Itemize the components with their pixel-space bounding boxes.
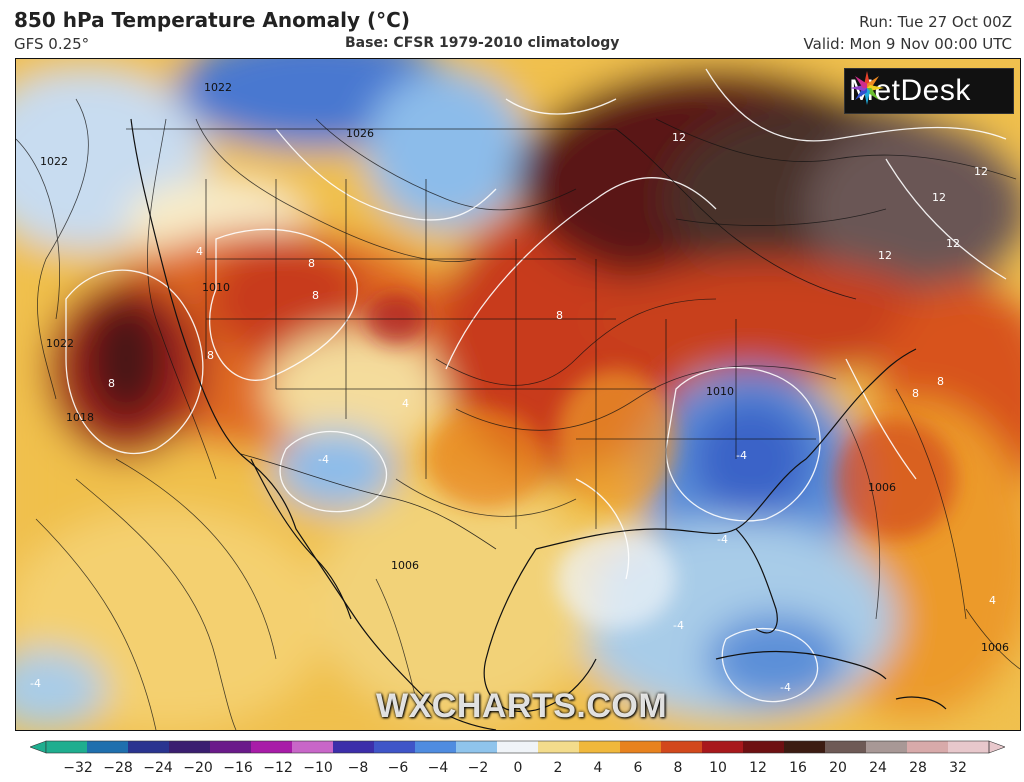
colorbar-tick-label: −2 (467, 760, 489, 776)
anomaly-labels: 12 12 12 12 12 8 8 8 8 8 8 8 -4 -4 -4 -4… (30, 131, 996, 694)
anomaly-label: 4 (989, 594, 996, 607)
colorbar-tick-label: 4 (593, 760, 603, 776)
colorbar-cell (374, 741, 416, 753)
coastlines (130, 118, 947, 730)
colorbar-arrow-left (30, 740, 47, 754)
isobar-label: 1018 (66, 411, 94, 424)
anomaly-label: 12 (878, 249, 892, 262)
colorbar-cell (87, 741, 129, 753)
colorbar-tick-label: −20 (183, 760, 213, 776)
anomaly-label: 8 (108, 377, 115, 390)
colorbar-tick-label: −28 (103, 760, 133, 776)
colorbar-cell (743, 741, 785, 753)
wxcharts-watermark: WXCHARTS.COM (376, 687, 668, 725)
colorbar-cell (292, 741, 334, 753)
colorbar-tick-label: 8 (673, 760, 683, 776)
anomaly-label: -4 (780, 681, 791, 694)
colorbar (30, 740, 1005, 754)
anomaly-map: 1022 1022 1026 1010 1022 1018 1006 1006 … (15, 58, 1021, 731)
colorbar-tick-label: −16 (223, 760, 253, 776)
isobar-label: 1010 (202, 281, 230, 294)
anomaly-label: 8 (937, 375, 944, 388)
colorbar-cell (210, 741, 252, 753)
colorbar-cell (333, 741, 375, 753)
colorbar-cell (169, 741, 211, 753)
metdesk-logo: MetDesk (844, 68, 1014, 114)
anomaly-label: -4 (717, 533, 728, 546)
colorbar-tick-label: 32 (949, 760, 967, 776)
colorbar-cell (538, 741, 580, 753)
colorbar-tick-label: −32 (63, 760, 93, 776)
colorbar-tick-label: 20 (829, 760, 847, 776)
anomaly-contours (65, 68, 1007, 703)
anomaly-label: 8 (308, 257, 315, 270)
isobar-lines (16, 98, 1020, 730)
colorbar-cell (497, 741, 539, 753)
anomaly-label: 4 (402, 397, 409, 410)
isobar-labels: 1022 1022 1026 1010 1022 1018 1006 1006 … (40, 81, 1009, 654)
colorbar-tick-label: −24 (143, 760, 173, 776)
isobar-label: 1006 (868, 481, 896, 494)
colorbar-tick-label: −12 (263, 760, 293, 776)
colorbar-cell (251, 741, 293, 753)
colorbar-cell (456, 741, 498, 753)
run-time-label: Run: Tue 27 Oct 00Z (859, 13, 1012, 31)
isobar-label: 1022 (204, 81, 232, 94)
colorbar-cell (825, 741, 867, 753)
anomaly-label: 12 (672, 131, 686, 144)
anomaly-label: -4 (673, 619, 684, 632)
colorbar-tick-label: 6 (633, 760, 643, 776)
colorbar-tick-label: 0 (513, 760, 523, 776)
anomaly-label: -4 (736, 449, 747, 462)
colorbar-cell (907, 741, 949, 753)
model-label: GFS 0.25° (14, 35, 90, 53)
colorbar-tick-label: 2 (553, 760, 563, 776)
valid-time-label: Valid: Mon 9 Nov 00:00 UTC (803, 35, 1012, 53)
anomaly-label: 12 (974, 165, 988, 178)
map-canvas: 1022 1022 1026 1010 1022 1018 1006 1006 … (16, 59, 1020, 730)
isobar-label: 1010 (706, 385, 734, 398)
isobar-label: 1026 (346, 127, 374, 140)
anomaly-label: 8 (912, 387, 919, 400)
anomaly-label: 8 (207, 349, 214, 362)
colorbar-cell (702, 741, 744, 753)
colorbar-arrow-right (988, 740, 1005, 754)
colorbar-tick-label: 16 (789, 760, 807, 776)
isobar-label: 1006 (981, 641, 1009, 654)
colorbar-tick-label: −10 (303, 760, 333, 776)
colorbar-cell (866, 741, 908, 753)
political-borders (126, 128, 857, 550)
anomaly-label: 12 (946, 237, 960, 250)
colorbar-cell (128, 741, 170, 753)
colorbar-tick-label: 28 (909, 760, 927, 776)
isobar-label: 1022 (40, 155, 68, 168)
temperature-field (16, 59, 1020, 730)
colorbar-cell (415, 741, 457, 753)
metdesk-star-icon (850, 71, 884, 105)
chart-title: 850 hPa Temperature Anomaly (°C) (14, 8, 410, 32)
colorbar-tick-label: −6 (387, 760, 409, 776)
colorbar-cell (579, 741, 621, 753)
isobar-label: 1006 (391, 559, 419, 572)
isobar-label: 1022 (46, 337, 74, 350)
colorbar-cell (948, 741, 990, 753)
anomaly-label: -4 (318, 453, 329, 466)
colorbar-tick-label: 12 (749, 760, 767, 776)
colorbar-tick-label: −4 (427, 760, 449, 776)
climatology-base-label: Base: CFSR 1979-2010 climatology (345, 35, 620, 51)
colorbar-cell (661, 741, 703, 753)
anomaly-label: -4 (30, 677, 41, 690)
anomaly-label: 8 (556, 309, 563, 322)
anomaly-label: 8 (312, 289, 319, 302)
anomaly-label: 12 (932, 191, 946, 204)
anomaly-label: 4 (196, 245, 203, 258)
colorbar-cell (620, 741, 662, 753)
colorbar-tick-label: 24 (869, 760, 887, 776)
colorbar-tick-label: −8 (347, 760, 369, 776)
colorbar-tick-label: 10 (709, 760, 727, 776)
colorbar-border (45, 740, 990, 754)
colorbar-cell (46, 741, 88, 753)
colorbar-cell (784, 741, 826, 753)
